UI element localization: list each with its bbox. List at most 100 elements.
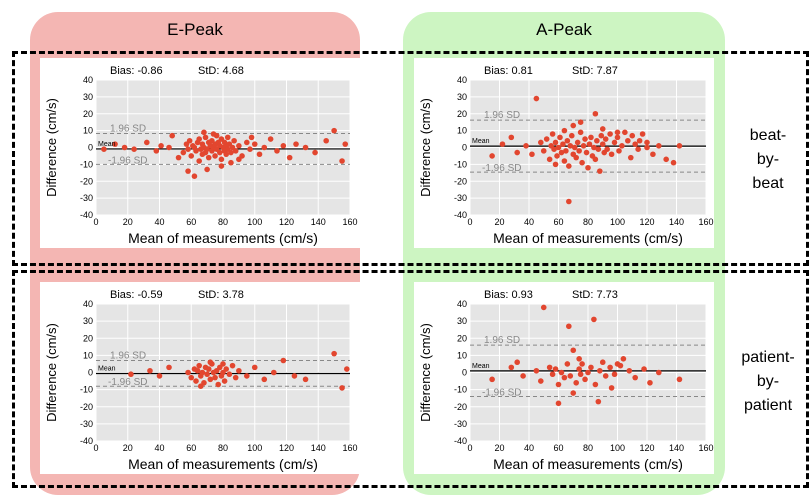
x-tick-label: 140 [311, 217, 326, 227]
data-point [247, 146, 253, 152]
data-point [577, 119, 584, 125]
data-point [540, 148, 547, 154]
y-tick-label: 20 [83, 333, 93, 343]
x-tick-label: 0 [93, 443, 98, 453]
data-point [576, 366, 582, 372]
x-tick-label: 80 [218, 217, 228, 227]
data-point [215, 381, 222, 388]
lower-sd-label: -1.96 SD [108, 377, 147, 388]
y-tick-label: 0 [462, 143, 467, 153]
data-point [197, 383, 204, 389]
data-point [591, 316, 597, 323]
row-label-line: by- [756, 373, 780, 390]
a-peak-beat-by-beat-plot: 0 20 40 60 80 100 120 140 160 -40 -30 -20 -10 0 10 20 30… [418, 65, 714, 246]
data-point [564, 137, 571, 144]
data-point [191, 173, 198, 179]
data-point [188, 153, 195, 159]
x-tick-label: 20 [123, 443, 133, 453]
x-axis-label: Mean of measurements (cm/s) [128, 230, 318, 246]
data-point [228, 159, 234, 166]
data-point [617, 362, 624, 369]
a-peak-patient-by-patient-plot: 0 20 40 60 80 100 120 140 160 -40 -30 -20 -10 0 10 20 30… [418, 289, 714, 472]
data-point [261, 376, 268, 383]
data-point [604, 146, 610, 152]
data-point [202, 134, 209, 141]
y-tick-label: -20 [80, 176, 93, 186]
data-point [598, 132, 605, 139]
data-point [540, 304, 547, 311]
x-tick-label: 80 [583, 443, 593, 453]
lower-sd-label: -1.96 SD [482, 163, 521, 174]
data-point [339, 158, 345, 164]
data-point [344, 366, 350, 372]
data-point [614, 134, 621, 141]
x-tick-label: 140 [669, 217, 684, 227]
e-peak-title: E-Peak [167, 20, 223, 39]
data-point [244, 139, 250, 146]
y-tick-label: -20 [80, 402, 93, 412]
data-point [551, 146, 557, 152]
upper-sd-label: 1.96 SD [110, 123, 146, 134]
data-point [555, 144, 562, 151]
data-point [236, 156, 242, 163]
data-point [620, 356, 627, 362]
y-tick-label: -40 [454, 210, 467, 220]
data-point [632, 141, 638, 147]
data-point [580, 143, 587, 149]
y-tick-label: -20 [454, 176, 467, 186]
data-point [499, 141, 506, 147]
data-point [676, 143, 683, 149]
x-tick-label: 100 [247, 217, 262, 227]
data-point [573, 379, 579, 386]
beat-by-beat-row-box [12, 51, 809, 266]
x-tick-label: 20 [494, 217, 504, 227]
y-tick-label: 40 [457, 299, 467, 309]
y-tick-label: -10 [80, 385, 93, 395]
data-point [582, 376, 588, 383]
data-point [561, 374, 568, 381]
data-point [632, 374, 638, 381]
data-point [611, 139, 618, 146]
data-point [611, 371, 618, 378]
data-point [568, 132, 575, 139]
data-point [614, 129, 621, 136]
data-point [577, 371, 584, 378]
data-point [663, 156, 669, 163]
data-point [639, 131, 646, 137]
data-point [571, 144, 578, 151]
y-tick-label: -30 [80, 419, 93, 429]
data-point [595, 398, 602, 405]
data-point [585, 369, 591, 376]
data-point [323, 137, 329, 144]
data-point [131, 146, 137, 152]
y-axis-label: Difference (cm/s) [418, 98, 433, 197]
y-tick-label: 30 [83, 92, 93, 102]
x-tick-label: 20 [494, 443, 504, 453]
x-tick-label: 0 [93, 217, 98, 227]
data-point [232, 374, 239, 381]
data-point [552, 161, 559, 168]
data-point [520, 373, 526, 379]
lower-sd-label: -1.96 SD [108, 155, 147, 166]
data-point [248, 134, 255, 141]
data-point [583, 149, 590, 156]
data-point [570, 347, 577, 354]
row-label-line: beat- [749, 127, 787, 144]
x-axis-label: Mean of measurements (cm/s) [493, 456, 683, 472]
data-point [546, 156, 553, 163]
data-point [566, 198, 572, 205]
data-point [156, 373, 163, 379]
data-point [251, 364, 258, 371]
data-point [641, 366, 647, 372]
data-point [186, 137, 193, 144]
data-point [286, 154, 293, 161]
data-point [573, 154, 579, 161]
data-point [558, 369, 565, 376]
x-tick-label: 140 [669, 443, 684, 453]
y-tick-label: 20 [457, 333, 467, 343]
data-point [158, 143, 164, 149]
data-point [201, 129, 207, 136]
data-point [579, 159, 585, 166]
x-tick-label: 80 [218, 443, 228, 453]
x-tick-label: 80 [583, 217, 593, 227]
